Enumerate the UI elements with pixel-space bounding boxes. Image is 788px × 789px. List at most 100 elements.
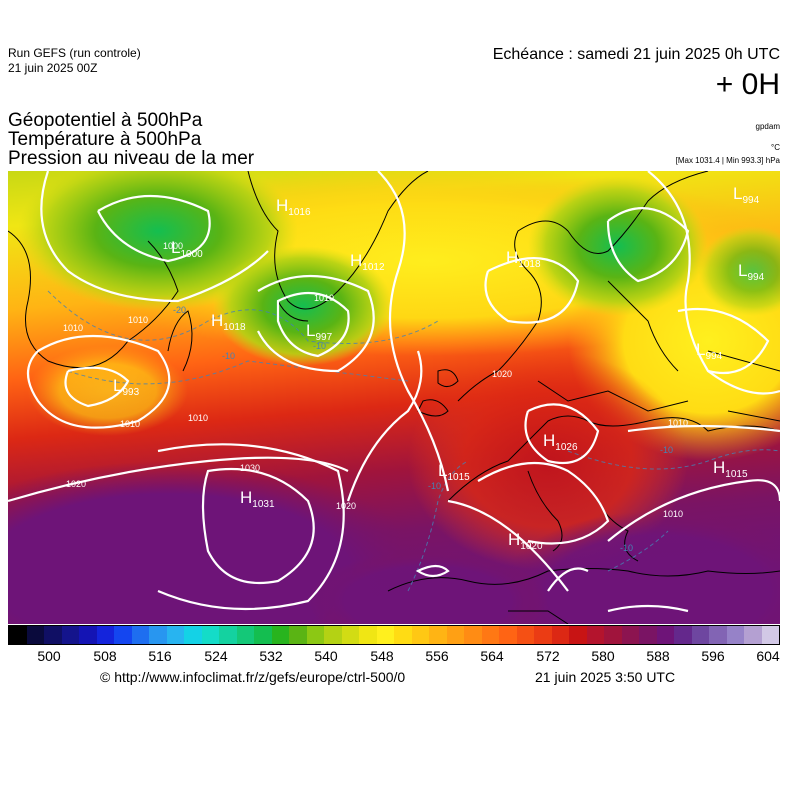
- unit-geopotential: gpdam: [755, 122, 780, 131]
- colorbar-tick-label: 540: [314, 648, 338, 664]
- low-pressure-center: L994: [738, 261, 765, 283]
- colorbar-swatch: [201, 626, 219, 644]
- colorbar-swatch: [9, 626, 27, 644]
- colorbar-swatch: [516, 626, 534, 644]
- isobar-label: 1010: [128, 315, 148, 325]
- colorbar-swatch: [359, 626, 377, 644]
- colorbar-swatch: [674, 626, 692, 644]
- colorbar-swatch: [464, 626, 482, 644]
- high-pressure-center: H1015: [713, 458, 748, 480]
- colorbar-ticks: 500 508 516 524 532 540 548 556 564 572 580 588 596 6…: [0, 648, 788, 668]
- high-pressure-center: H1026: [543, 431, 578, 453]
- field-geopotential: Géopotentiel à 500hPa: [8, 110, 203, 131]
- colorbar-swatch: [534, 626, 552, 644]
- colorbar-swatch: [656, 626, 674, 644]
- run-label: Run GEFS (run controle): [8, 46, 141, 60]
- low-pressure-center: L994: [733, 184, 760, 206]
- temperature-label: -10: [620, 543, 633, 553]
- run-date: 21 juin 2025 00Z: [8, 61, 98, 75]
- temperature-label: -10: [428, 481, 441, 491]
- colorbar-swatch: [376, 626, 394, 644]
- temperature-label: -10: [222, 351, 235, 361]
- colorbar-swatch: [96, 626, 114, 644]
- colorbar-swatch: [131, 626, 149, 644]
- colorbar: [8, 625, 780, 645]
- low-pressure-center: L993: [113, 376, 140, 398]
- colorbar-tick-label: 516: [148, 648, 172, 664]
- colorbar-swatch: [761, 626, 779, 644]
- isobar-label: 1020: [492, 369, 512, 379]
- colorbar-swatch: [166, 626, 184, 644]
- colorbar-swatch: [394, 626, 412, 644]
- high-pressure-center: H1018: [211, 311, 246, 333]
- colorbar-tick-label: 572: [536, 648, 560, 664]
- colorbar-swatch: [726, 626, 744, 644]
- high-pressure-center: H1016: [276, 196, 311, 218]
- colorbar-swatch: [551, 626, 569, 644]
- high-pressure-center: H1020: [508, 530, 543, 552]
- weather-map[interactable]: H1016 L1000 H1012 H1018 L994 L994 H1018 L997 L99…: [8, 171, 780, 624]
- colorbar-swatch: [446, 626, 464, 644]
- colorbar-tick-label: 500: [37, 648, 61, 664]
- field-pressure: Pression au niveau de la mer: [8, 148, 255, 169]
- colorbar-swatch: [481, 626, 499, 644]
- colorbar-swatch: [219, 626, 237, 644]
- credit-link[interactable]: © http://www.infoclimat.fr/z/gefs/europe…: [100, 669, 406, 685]
- colorbar-swatch: [61, 626, 79, 644]
- render-timestamp: 21 juin 2025 3:50 UTC: [535, 669, 676, 685]
- colorbar-tick-label: 524: [204, 648, 228, 664]
- colorbar-swatch: [709, 626, 727, 644]
- colorbar-swatch: [289, 626, 307, 644]
- colorbar-tick-label: 508: [93, 648, 117, 664]
- colorbar-tick-label: 532: [259, 648, 283, 664]
- colorbar-tick-label: 596: [701, 648, 725, 664]
- low-pressure-center: L997: [306, 321, 333, 343]
- isobar-label: 1010: [188, 413, 208, 423]
- isobar-label: 1010: [314, 293, 334, 303]
- colorbar-swatch: [569, 626, 587, 644]
- high-pressure-center: H1012: [350, 251, 385, 273]
- field-temperature: Température à 500hPa: [8, 129, 202, 150]
- colorbar-swatch: [79, 626, 97, 644]
- colorbar-swatch: [744, 626, 762, 644]
- colorbar-swatch: [306, 626, 324, 644]
- isobar-label: 1010: [120, 419, 140, 429]
- colorbar-swatch: [149, 626, 167, 644]
- low-pressure-center: L994: [696, 340, 723, 362]
- colorbar-swatch: [411, 626, 429, 644]
- colorbar-tick-label: 548: [370, 648, 394, 664]
- high-pressure-center: H1018: [506, 248, 541, 270]
- colorbar-swatch: [604, 626, 622, 644]
- colorbar-swatch: [691, 626, 709, 644]
- temperature-label: -10: [313, 341, 326, 351]
- colorbar-swatch: [429, 626, 447, 644]
- echeance-label: Echéance : samedi 21 juin 2025 0h UTC: [492, 46, 780, 63]
- temperature-label: -20: [173, 305, 186, 315]
- unit-pressure: [Max 1031.4 | Min 993.3] hPa: [675, 156, 780, 165]
- isobar-label: 1010: [663, 509, 683, 519]
- colorbar-tick-label: 564: [480, 648, 504, 664]
- colorbar-swatch: [586, 626, 604, 644]
- colorbar-swatch: [114, 626, 132, 644]
- colorbar-swatch: [341, 626, 359, 644]
- colorbar-swatch: [236, 626, 254, 644]
- colorbar-swatch: [184, 626, 202, 644]
- isobar-label: 1020: [66, 479, 86, 489]
- isobar-label: 1010: [668, 418, 688, 428]
- isobar-label: 1010: [63, 323, 83, 333]
- unit-temperature: °C: [771, 143, 780, 152]
- low-pressure-center: L1015: [438, 461, 470, 483]
- isobar-label: 1000: [163, 241, 183, 251]
- isobar-label: 1020: [336, 501, 356, 511]
- temperature-label: -10: [660, 445, 673, 455]
- colorbar-swatch: [271, 626, 289, 644]
- colorbar-swatch: [639, 626, 657, 644]
- colorbar-swatch: [499, 626, 517, 644]
- high-pressure-center: H1031: [240, 488, 275, 510]
- colorbar-swatch: [44, 626, 62, 644]
- colorbar-swatch: [324, 626, 342, 644]
- colorbar-tick-label: 556: [425, 648, 449, 664]
- colorbar-swatch: [26, 626, 44, 644]
- low-pressure-center: L1000: [171, 238, 203, 260]
- colorbar-tick-label: 580: [591, 648, 615, 664]
